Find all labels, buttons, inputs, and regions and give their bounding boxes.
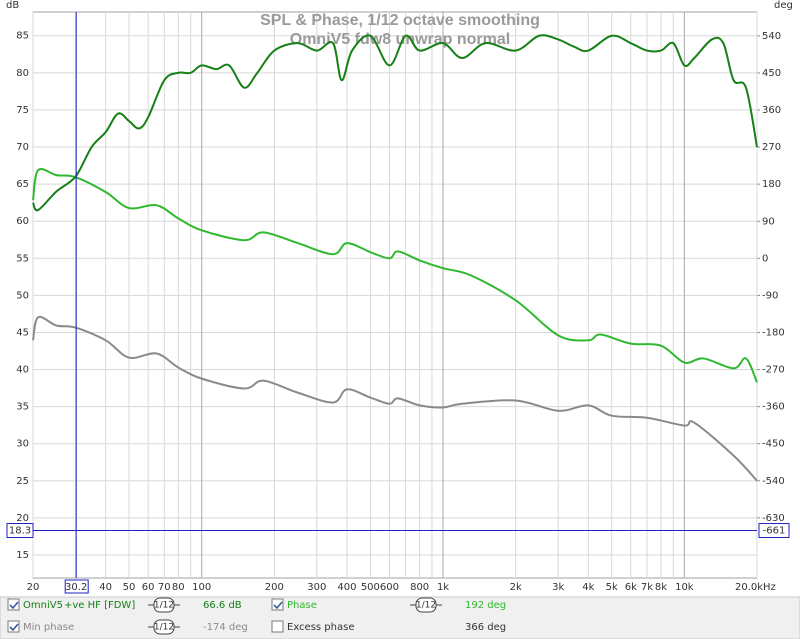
legend-tag: +ve HF [FDW] (64, 600, 135, 611)
y2-tick-label: -540 (762, 476, 785, 487)
smoothing-icon[interactable] (153, 619, 175, 635)
y2-tick-label: -630 (762, 513, 785, 524)
y2-tick-label: -360 (762, 402, 785, 413)
y-tick-label: 45 (16, 327, 29, 338)
x-tick-label: 60 (142, 582, 155, 593)
legend-readout: -174 deg (203, 622, 248, 633)
y-tick-label: 35 (16, 402, 29, 413)
cursor-box (64, 579, 89, 594)
y2-tick-label: -90 (762, 290, 778, 301)
x-tick-label: 10k (675, 582, 694, 593)
cursor-y2-label: -661 (763, 526, 786, 537)
x-tick-label: 600 (380, 582, 399, 593)
check-mark (9, 601, 19, 610)
cursor-box (6, 523, 34, 539)
checkbox[interactable] (271, 620, 284, 633)
x-tick-label: 100 (192, 582, 211, 593)
cursor-x-label: 30.2 (65, 582, 87, 593)
x-tick-label: 40 (99, 582, 112, 593)
check-mark (273, 601, 283, 610)
legend-label: Excess phase (287, 622, 355, 633)
y-tick-label: 20 (16, 513, 29, 524)
y2-tick-label: -270 (762, 365, 785, 376)
y2-tick-label: 540 (762, 31, 781, 42)
x-tick-label: 1k (437, 582, 449, 593)
y-tick-label: 85 (16, 31, 29, 42)
smoothing-icon[interactable] (153, 597, 175, 613)
x-tick-label: 200 (265, 582, 284, 593)
x-tick-label: 300 (307, 582, 326, 593)
legend-readout: 192 deg (465, 600, 506, 611)
x-axis-label: Hz (763, 582, 776, 593)
checkbox[interactable] (7, 620, 20, 633)
x-tick-label: 20.0k (735, 582, 763, 593)
x-tick-label: 50 (123, 582, 136, 593)
legend-readout: 66.6 dB (203, 600, 242, 611)
y-tick-label: 75 (16, 105, 29, 116)
y-tick-label: 30 (16, 439, 29, 450)
series-line (32, 315, 758, 482)
legend-label: Min phase (23, 622, 74, 633)
y-tick-label: 60 (16, 216, 29, 227)
checkbox[interactable] (7, 598, 20, 611)
legend-label: Phase (287, 600, 317, 611)
x-tick-label: 2k (510, 582, 522, 593)
smoothing-label: 1/12 (154, 601, 174, 611)
legend-panel (0, 596, 800, 639)
y2-tick-label: 90 (762, 216, 775, 227)
series-line (32, 34, 758, 212)
y-tick-label: 25 (16, 476, 29, 487)
x-tick-label: 500 (361, 582, 380, 593)
smoothing-label: 1/12 (416, 601, 436, 611)
y-tick-label: 80 (16, 68, 29, 79)
legend-readout: 366 deg (465, 622, 506, 633)
series-line (32, 168, 758, 383)
cursor-box (758, 523, 790, 539)
x-tick-label: 3k (552, 582, 564, 593)
y-tick-label: 55 (16, 253, 29, 264)
x-tick-label: 20 (27, 582, 40, 593)
y2-tick-label: 450 (762, 68, 781, 79)
y-tick-label: 65 (16, 179, 29, 190)
x-tick-label: 800 (410, 582, 429, 593)
y-tick-label: 40 (16, 365, 29, 376)
x-tick-label: 70 (158, 582, 171, 593)
y-tick-label: 70 (16, 142, 29, 153)
y2-tick-label: -180 (762, 327, 785, 338)
y2-tick-label: 0 (762, 253, 768, 264)
smoothing-label: 1/12 (154, 623, 174, 633)
x-tick-label: 7k (641, 582, 653, 593)
y-axis-label: dB (6, 0, 19, 11)
x-tick-label: 8k (655, 582, 667, 593)
check-mark (9, 623, 19, 632)
y2-tick-label: -450 (762, 439, 785, 450)
chart-title: SPL & Phase, 1/12 octave smoothing (260, 12, 540, 29)
y-tick-label: 15 (16, 550, 29, 561)
x-tick-label: 5k (606, 582, 618, 593)
y2-tick-label: 360 (762, 105, 781, 116)
x-tick-label: 4k (582, 582, 594, 593)
chart-subtitle: OmniV5 fdw8 unwrap normal (290, 31, 510, 48)
x-tick-label: 80 (172, 582, 185, 593)
y2-tick-label: 270 (762, 142, 781, 153)
x-tick-label: 6k (625, 582, 637, 593)
smoothing-icon[interactable] (415, 597, 437, 613)
checkbox[interactable] (271, 598, 284, 611)
cursor-y-label: 18.3 (9, 526, 31, 537)
y2-tick-label: 180 (762, 179, 781, 190)
y2-axis-label: deg (774, 0, 793, 11)
legend-label: OmniV5 (23, 600, 63, 611)
x-tick-label: 400 (337, 582, 356, 593)
y-tick-label: 50 (16, 290, 29, 301)
